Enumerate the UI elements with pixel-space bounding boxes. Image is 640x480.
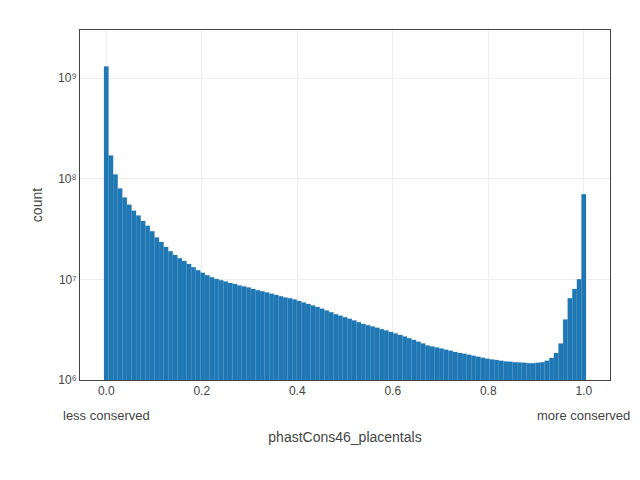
svg-text:10⁷: 10⁷ [59, 273, 77, 287]
svg-text:count: count [29, 188, 45, 222]
svg-text:1.0: 1.0 [575, 384, 592, 398]
svg-text:0.0: 0.0 [98, 384, 115, 398]
svg-text:more conserved: more conserved [537, 408, 630, 423]
svg-text:0.6: 0.6 [384, 384, 401, 398]
svg-text:10⁸: 10⁸ [58, 172, 76, 186]
svg-text:0.2: 0.2 [193, 384, 210, 398]
svg-text:0.8: 0.8 [480, 384, 497, 398]
svg-text:10⁹: 10⁹ [58, 71, 77, 85]
svg-text:phastCons46_placentals: phastCons46_placentals [268, 429, 421, 445]
svg-text:0.4: 0.4 [289, 384, 306, 398]
svg-text:10⁶: 10⁶ [58, 373, 76, 387]
svg-text:less conserved: less conserved [63, 408, 150, 423]
